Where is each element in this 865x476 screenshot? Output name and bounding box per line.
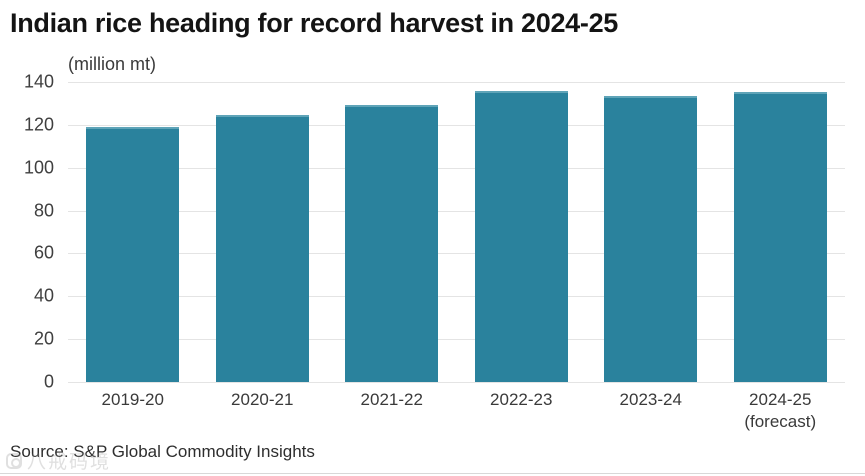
y-tick-label-0: 0 [43, 371, 54, 392]
y-tick-label-20: 20 [33, 328, 54, 349]
gridline-140 [68, 82, 845, 83]
x-tick-sublabel-2024-25: (forecast) [744, 412, 817, 431]
x-tick-label-2021-22: 2021-22 [360, 390, 423, 409]
y-axis: 0 20 40 60 80 100 120 140 [0, 72, 60, 392]
gridline-60 [68, 253, 845, 255]
bar-2021-22 [345, 104, 439, 382]
y-tick-label-40: 40 [33, 285, 54, 306]
chart-title: Indian rice heading for record harvest i… [10, 8, 619, 38]
y-tick-label-120: 120 [23, 114, 54, 135]
x-tick-label-2022-23: 2022-23 [490, 390, 553, 409]
gridline-120 [68, 124, 845, 126]
bar-2023-24 [604, 95, 698, 382]
y-tick-label-80: 80 [33, 200, 54, 221]
gridline-40 [68, 296, 845, 298]
gridline-80 [68, 210, 845, 212]
bar-2020-21 [215, 115, 309, 382]
bar-2019-20 [86, 127, 180, 382]
bottom-divider [0, 473, 865, 474]
y-axis-unit-label: (million mt) [68, 54, 156, 74]
x-tick-label-2019-20: 2019-20 [101, 390, 164, 409]
x-axis: 2019-20 2020-21 2021-22 2022-23 2023-24 2024-… [68, 389, 845, 439]
gridline-20 [68, 339, 845, 341]
gridline-0 [68, 382, 845, 383]
x-tick-label-2024-25: 2024-25 (forecast) [716, 389, 846, 433]
source-note: Source: S&P Global Commodity Insights [10, 442, 315, 461]
y-tick-label-140: 140 [23, 71, 54, 92]
y-tick-label-100: 100 [23, 157, 54, 178]
x-tick-label-2020-21: 2020-21 [231, 390, 294, 409]
bar-2024-25 [733, 91, 827, 382]
gridline-100 [68, 167, 845, 169]
y-tick-label-60: 60 [33, 242, 54, 263]
bar-2022-23 [474, 91, 568, 382]
plot-area [68, 82, 845, 383]
x-tick-label-2023-24: 2023-24 [619, 390, 682, 409]
